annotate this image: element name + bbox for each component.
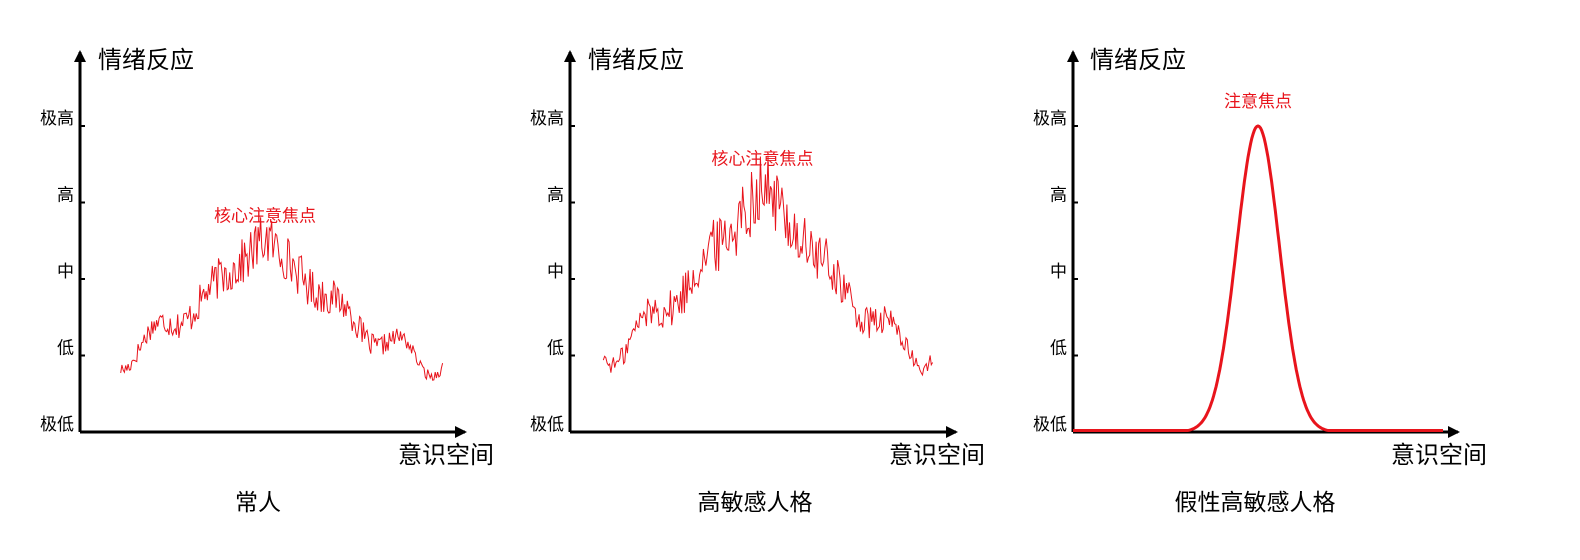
y-tick-label: 极低 [1033,415,1067,435]
x-axis-title: 意识空间 [1391,441,1487,469]
y-ticks: 极低 低 中 高 极高 [40,109,85,435]
y-ticks: 极低 低 中 高 极高 [1033,109,1078,435]
y-ticks: 极低 低 中 高 极高 [530,109,575,435]
x-axis-title: 意识空间 [889,441,985,469]
y-tick-label: 高 [547,186,564,206]
annotation-label: 核心注意焦点 [711,149,813,169]
y-tick-label: 低 [57,339,74,359]
panel-title: 高敏感人格 [698,490,813,516]
y-axis-title: 情绪反应 [98,46,194,74]
annotation-label: 注意焦点 [1224,92,1292,112]
panel-title: 假性高敏感人格 [1175,490,1336,516]
y-tick-label: 极低 [530,415,564,435]
y-tick-label: 高 [1050,186,1067,206]
y-tick-label: 中 [1050,262,1067,282]
y-tick-label: 高 [57,186,74,206]
panel-highly-sensitive: 情绪反应 意识空间 高敏感人格 极低 低 中 高 极高 核心注意焦点 [530,46,985,516]
y-axis-title: 情绪反应 [588,46,684,74]
panel-normal: 情绪反应 意识空间 常人 极低 低 中 高 极高 核心注意焦点 [40,46,494,516]
y-tick-label: 极高 [40,109,74,129]
panel-pseudo-highly-sensitive: 情绪反应 意识空间 假性高敏感人格 极低 低 中 高 极高 注意焦点 [1033,46,1487,516]
y-tick-label: 极高 [530,109,564,129]
series-line [120,217,444,381]
y-tick-label: 极高 [1033,109,1067,129]
panel-title: 常人 [235,490,281,516]
y-tick-label: 低 [547,339,564,359]
annotation-label: 核心注意焦点 [214,207,316,227]
y-tick-label: 低 [1050,339,1067,359]
y-tick-label: 中 [57,262,74,282]
series-line [602,155,934,377]
series-line [1073,124,1443,432]
y-tick-label: 极低 [40,415,74,435]
x-axis-title: 意识空间 [398,441,494,469]
y-tick-label: 中 [547,262,564,282]
y-axis-title: 情绪反应 [1090,46,1186,74]
